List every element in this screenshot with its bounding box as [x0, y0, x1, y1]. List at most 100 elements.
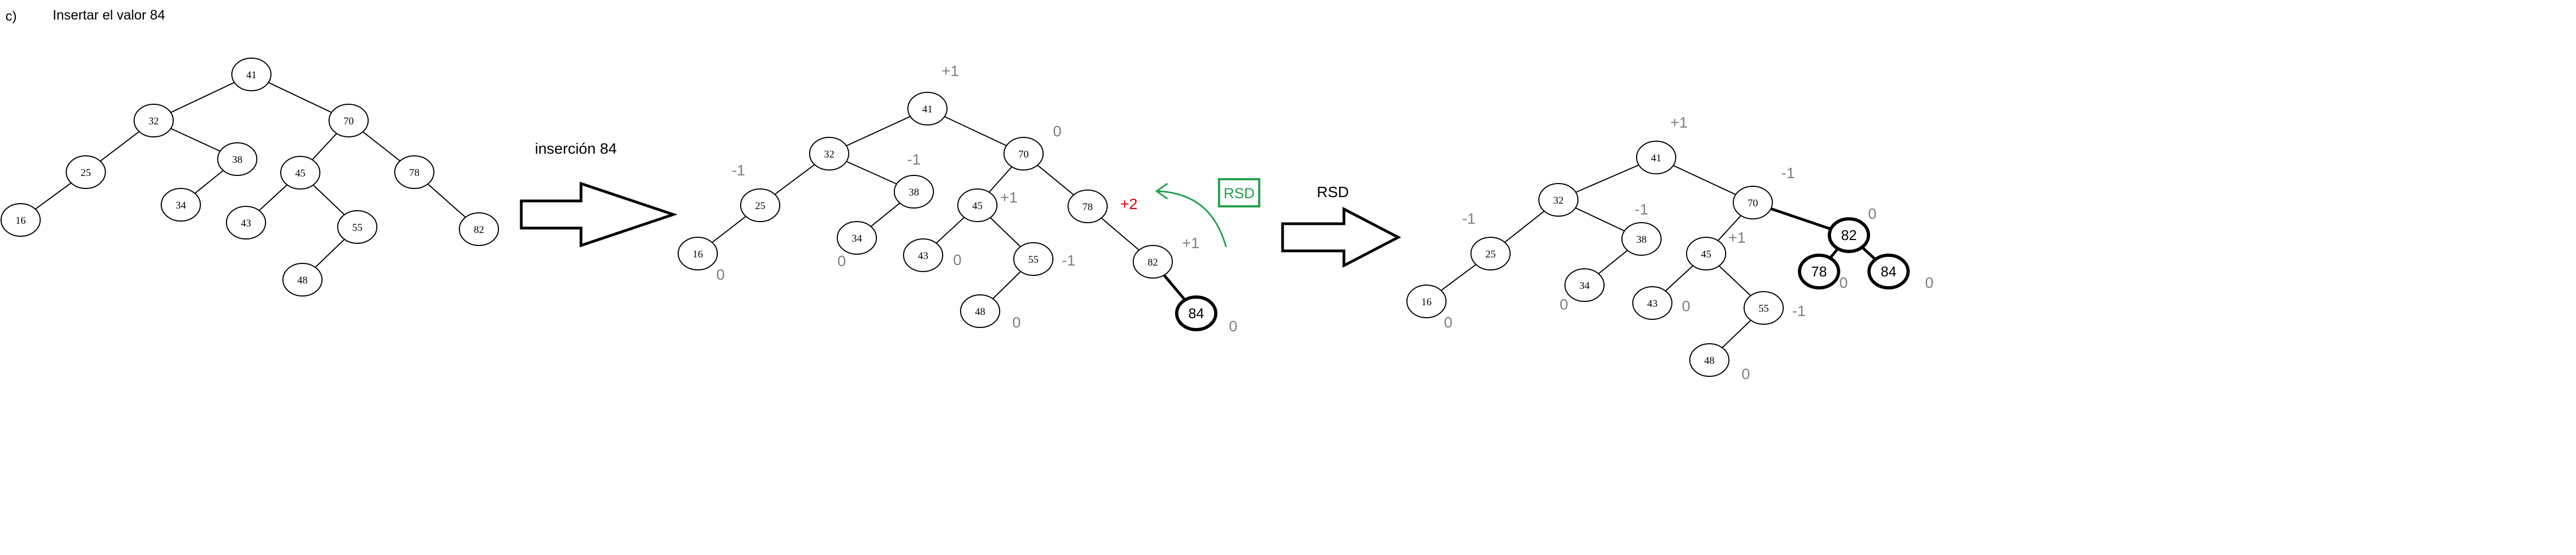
node-value: 41 — [1651, 153, 1662, 164]
rotation-curve-arrow — [1157, 190, 1227, 248]
tree-node-c38: 38 — [1621, 222, 1662, 256]
node-circle — [837, 221, 877, 255]
tree-node-c25: 25 — [1470, 237, 1511, 270]
tree-node-a43: 43 — [226, 206, 266, 239]
node-value: 32 — [149, 116, 159, 127]
tree-node-c16: 16 — [1406, 285, 1447, 318]
balance-factor: -1 — [1062, 252, 1076, 269]
balance-factor: 0 — [1229, 318, 1238, 335]
balance-factor: 0 — [1682, 298, 1690, 314]
insertion-label: inserción 84 — [535, 140, 617, 157]
tree-node-a45: 45 — [280, 156, 320, 190]
tree-node-c48: 48 — [1689, 343, 1729, 377]
node-circle — [1564, 268, 1605, 302]
node-circle — [1636, 141, 1676, 174]
balance-factor: 0 — [1560, 296, 1568, 313]
node-value: 43 — [918, 250, 929, 262]
node-circle — [1867, 254, 1910, 289]
tree-node-a82: 82 — [459, 212, 499, 246]
node-circle — [66, 155, 106, 189]
tree-node-c70: 70 — [1733, 186, 1773, 219]
tree-node-a41: 41 — [231, 58, 272, 91]
tree-node-a34: 34 — [161, 188, 201, 222]
node-circle — [1538, 183, 1579, 217]
tree-node-b45: 45 — [957, 188, 997, 222]
balance-factor: +2 — [1120, 195, 1138, 212]
node-circle — [1686, 237, 1726, 270]
rotation-box-label: RSD — [1223, 185, 1254, 201]
node-value: 41 — [247, 70, 257, 81]
node-value: 82 — [474, 224, 484, 236]
node-circle — [1175, 295, 1217, 331]
tree-node-a16: 16 — [1, 203, 41, 237]
tree-node-c82: 82 — [1828, 217, 1870, 253]
node-circle — [394, 155, 434, 189]
node-value: 70 — [1748, 198, 1758, 209]
node-value: 25 — [755, 200, 766, 212]
node-value: 16 — [16, 215, 26, 226]
balance-factor: +1 — [1000, 189, 1018, 206]
balance-factor: -1 — [732, 162, 746, 179]
balance-factor: 0 — [837, 253, 846, 269]
balance-factor: 0 — [1741, 365, 1750, 382]
exercise-title: Insertar el valor 84 — [53, 8, 166, 23]
node-circle — [907, 92, 948, 125]
node-value: 32 — [824, 149, 835, 160]
tree-node-a70: 70 — [329, 104, 369, 137]
node-value: 32 — [1554, 195, 1564, 206]
node-value: 48 — [975, 306, 986, 318]
node-circle — [1621, 222, 1662, 256]
tree-node-b32: 32 — [809, 137, 849, 171]
tree-node-b38: 38 — [894, 175, 934, 209]
tree-node-a55: 55 — [337, 210, 377, 244]
node-circle — [1733, 186, 1773, 219]
node-value: 25 — [1486, 249, 1496, 260]
node-circle — [282, 263, 323, 297]
tree-node-c43: 43 — [1632, 286, 1672, 320]
tree-node-b55: 55 — [1013, 242, 1053, 276]
node-value: 38 — [1637, 234, 1647, 245]
node-circle — [809, 137, 849, 171]
rotation-label: RSD — [1317, 184, 1349, 200]
node-circle — [1689, 343, 1729, 377]
node-circle — [1013, 242, 1053, 276]
tree-node-c32: 32 — [1538, 183, 1579, 217]
balance-factor: 0 — [716, 266, 725, 283]
section-label: c) — [5, 9, 17, 24]
tree-node-c84: 84 — [1867, 254, 1910, 289]
node-value: 55 — [1759, 303, 1769, 314]
tree-node-a32: 32 — [134, 104, 174, 137]
tree-node-b34: 34 — [837, 221, 877, 255]
node-circle — [1470, 237, 1511, 270]
node-circle — [957, 188, 997, 222]
node-value: 70 — [1019, 149, 1029, 160]
rotation-curve-arrowhead — [1155, 182, 1168, 200]
node-circle — [459, 212, 499, 246]
node-value: 16 — [693, 249, 703, 260]
node-value: 34 — [1580, 280, 1590, 292]
balance-factor: 0 — [1839, 274, 1848, 291]
node-circle — [134, 104, 174, 137]
node-circle — [903, 238, 943, 272]
node-value: 48 — [1704, 355, 1715, 367]
node-value: 70 — [344, 116, 354, 127]
tree-node-a38: 38 — [217, 142, 257, 176]
tree-node-b48: 48 — [960, 294, 1000, 328]
balance-factor: 0 — [1444, 314, 1453, 331]
node-value: 16 — [1422, 297, 1432, 308]
node-value: 34 — [852, 233, 863, 244]
node-value: 45 — [1701, 249, 1712, 260]
node-circle — [1744, 291, 1784, 325]
node-circle — [1632, 286, 1672, 320]
balance-factor: -1 — [1782, 165, 1795, 181]
node-value: 45 — [973, 200, 983, 212]
balance-factor: 0 — [1012, 314, 1021, 331]
node-circle — [1798, 254, 1840, 289]
node-circle — [1003, 137, 1044, 171]
node-value: 34 — [176, 200, 187, 211]
node-circle — [740, 188, 780, 222]
node-circle — [337, 210, 377, 244]
node-circle — [1068, 190, 1108, 223]
node-circle — [1828, 217, 1870, 253]
balance-factor: +1 — [1182, 235, 1199, 251]
